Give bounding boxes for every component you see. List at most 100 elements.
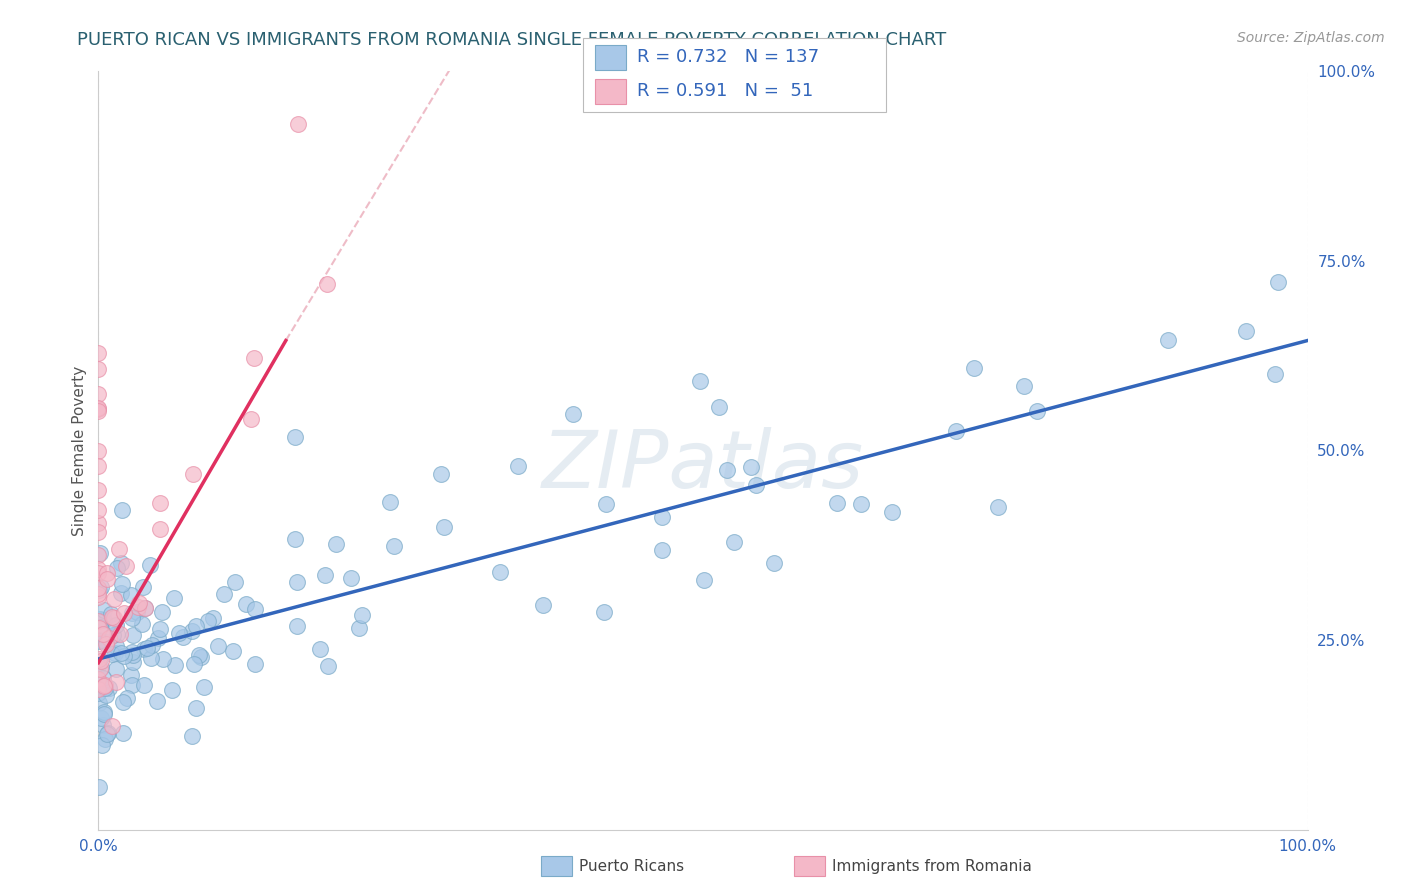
Point	[508, 459, 530, 474]
Point	[93, 718, 115, 732]
Point	[132, 678, 155, 692]
Point	[181, 730, 204, 744]
Point	[562, 408, 585, 422]
Point	[87, 634, 110, 648]
Point	[111, 726, 134, 740]
Point	[235, 597, 257, 611]
Point	[103, 646, 125, 660]
Point	[89, 652, 111, 666]
Point	[110, 586, 132, 600]
Point	[188, 648, 211, 662]
Point	[105, 618, 128, 632]
Point	[139, 650, 162, 665]
Point	[105, 560, 128, 574]
Point	[723, 534, 745, 549]
Point	[190, 650, 212, 665]
Point	[87, 632, 110, 647]
Point	[97, 681, 120, 695]
Point	[651, 543, 673, 558]
Point	[489, 566, 512, 580]
Point	[284, 532, 307, 546]
Point	[89, 620, 111, 634]
Point	[87, 362, 110, 376]
Point	[87, 583, 110, 598]
Point	[707, 400, 730, 414]
Point	[115, 559, 138, 574]
Point	[87, 682, 110, 697]
Text: Immigrants from Romania: Immigrants from Romania	[832, 859, 1032, 873]
Point	[93, 706, 115, 721]
Point	[87, 659, 110, 673]
Point	[127, 606, 149, 620]
Point	[430, 467, 453, 482]
Point	[87, 503, 110, 517]
Point	[93, 613, 115, 627]
Point	[96, 572, 118, 586]
Text: R = 0.732   N = 137: R = 0.732 N = 137	[637, 48, 820, 66]
Point	[100, 610, 122, 624]
Point	[132, 580, 155, 594]
Point	[149, 496, 172, 510]
Point	[94, 678, 117, 692]
Point	[87, 346, 110, 360]
Point	[87, 483, 110, 497]
Point	[105, 639, 128, 653]
Point	[243, 351, 266, 366]
Text: ZIPatlas: ZIPatlas	[541, 426, 865, 505]
Point	[146, 631, 169, 645]
Point	[87, 672, 110, 686]
Point	[87, 686, 110, 700]
Point	[134, 600, 156, 615]
Point	[121, 648, 143, 663]
Text: PUERTO RICAN VS IMMIGRANTS FROM ROMANIA SINGLE FEMALE POVERTY CORRELATION CHART: PUERTO RICAN VS IMMIGRANTS FROM ROMANIA …	[77, 31, 946, 49]
Point	[287, 117, 309, 131]
Point	[762, 556, 785, 570]
Point	[96, 727, 118, 741]
Text: Source: ZipAtlas.com: Source: ZipAtlas.com	[1237, 31, 1385, 45]
Point	[105, 627, 128, 641]
Point	[316, 277, 339, 292]
Point	[87, 562, 110, 576]
Point	[163, 591, 186, 605]
Text: Puerto Ricans: Puerto Ricans	[579, 859, 685, 873]
Point	[87, 681, 110, 696]
Point	[245, 657, 267, 671]
Point	[308, 641, 330, 656]
Point	[87, 581, 110, 595]
Point	[100, 607, 122, 622]
Point	[87, 614, 110, 628]
Point	[93, 679, 115, 693]
Point	[121, 645, 143, 659]
Point	[89, 662, 111, 676]
Point	[880, 505, 903, 519]
Point	[87, 587, 110, 601]
Point	[201, 611, 224, 625]
Point	[134, 600, 156, 615]
Point	[96, 566, 118, 580]
Point	[849, 497, 872, 511]
Point	[93, 603, 115, 617]
Point	[87, 386, 110, 401]
Point	[1264, 367, 1286, 381]
Point	[108, 627, 131, 641]
Point	[87, 525, 110, 540]
Point	[87, 566, 110, 581]
Point	[172, 630, 194, 644]
Point	[115, 691, 138, 706]
Point	[318, 659, 340, 673]
Point	[121, 678, 143, 692]
Point	[110, 556, 132, 570]
Point	[121, 606, 143, 620]
Y-axis label: Single Female Poverty: Single Female Poverty	[72, 366, 87, 535]
Point	[112, 648, 135, 663]
Point	[120, 667, 142, 681]
Point	[716, 463, 738, 477]
Point	[378, 495, 401, 509]
Point	[103, 591, 125, 606]
Point	[987, 500, 1010, 514]
Point	[105, 675, 128, 690]
Point	[127, 599, 149, 614]
Point	[285, 619, 308, 633]
Point	[100, 648, 122, 662]
Point	[432, 520, 454, 534]
